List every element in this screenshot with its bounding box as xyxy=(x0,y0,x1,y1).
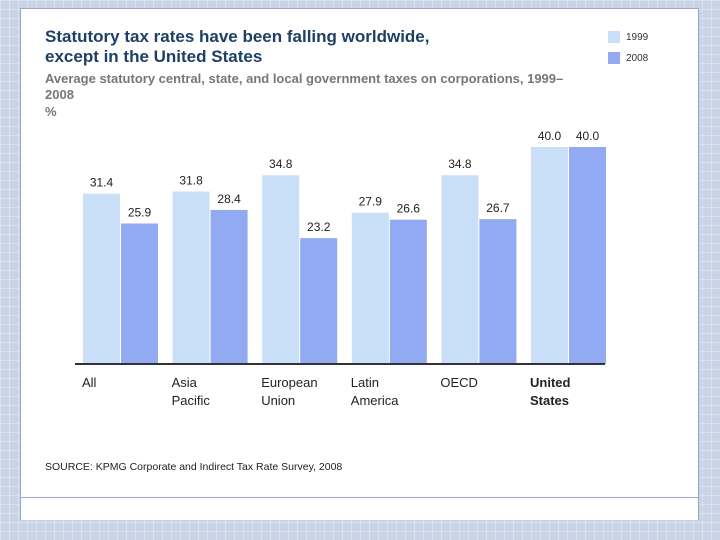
legend-item-1999: 1999 xyxy=(608,28,648,46)
data-label-asia-pacific-1999: 31.8 xyxy=(179,173,203,187)
bar-latin-america-2008 xyxy=(389,219,427,364)
chart-title: Statutory tax rates have been falling wo… xyxy=(45,27,430,66)
data-label-european-union-2008: 23.2 xyxy=(307,220,331,234)
x-tick-label-oecd: OECD xyxy=(440,375,478,390)
bar-latin-america-1999 xyxy=(351,212,389,364)
bar-all-2008 xyxy=(121,223,158,364)
bar-oecd-1999 xyxy=(441,175,479,364)
legend-label-1999: 1999 xyxy=(626,31,649,43)
bar-asia-pacific-2008 xyxy=(210,209,248,364)
data-label-latin-america-2008: 26.6 xyxy=(397,202,421,216)
bar-all-1999 xyxy=(83,193,120,364)
x-tick-label-united-states: United States xyxy=(530,375,571,408)
data-label-asia-pacific-2008: 28.4 xyxy=(217,192,241,206)
legend-label-2008: 2008 xyxy=(626,52,649,64)
x-tick-label-latin-america: Latin America xyxy=(351,375,399,408)
bar-oecd-2008 xyxy=(479,219,517,364)
bar-united-states-1999 xyxy=(531,147,568,364)
legend-swatch-1999 xyxy=(608,31,620,43)
data-label-all-2008: 25.9 xyxy=(128,205,152,219)
source-note: SOURCE: KPMG Corporate and Indirect Tax … xyxy=(45,461,343,473)
data-label-united-states-2008: 40.0 xyxy=(576,129,600,143)
bar-european-union-1999 xyxy=(262,175,300,364)
x-tick-label-all: All xyxy=(82,375,97,390)
data-label-united-states-1999: 40.0 xyxy=(538,129,562,143)
legend-item-2008: 2008 xyxy=(608,49,648,67)
chart-unit-label: % xyxy=(45,104,57,119)
bar-united-states-2008 xyxy=(569,147,606,364)
x-tick-label-asia-pacific: Asia Pacific xyxy=(172,375,211,408)
chart-legend: 1999 2008 xyxy=(608,28,648,70)
legend-swatch-2008 xyxy=(608,52,620,64)
data-label-european-union-1999: 34.8 xyxy=(269,157,293,171)
chart-subtitle: Average statutory central, state, and lo… xyxy=(45,71,564,102)
slide-footer-bar xyxy=(21,497,698,520)
data-label-all-1999: 31.4 xyxy=(90,176,114,190)
data-label-oecd-1999: 34.8 xyxy=(448,157,472,171)
bar-asia-pacific-1999 xyxy=(172,191,210,364)
data-label-oecd-2008: 26.7 xyxy=(486,201,510,215)
bar-european-union-2008 xyxy=(300,238,338,364)
data-label-latin-america-1999: 27.9 xyxy=(359,195,383,209)
x-tick-label-european-union: European Union xyxy=(261,375,317,408)
